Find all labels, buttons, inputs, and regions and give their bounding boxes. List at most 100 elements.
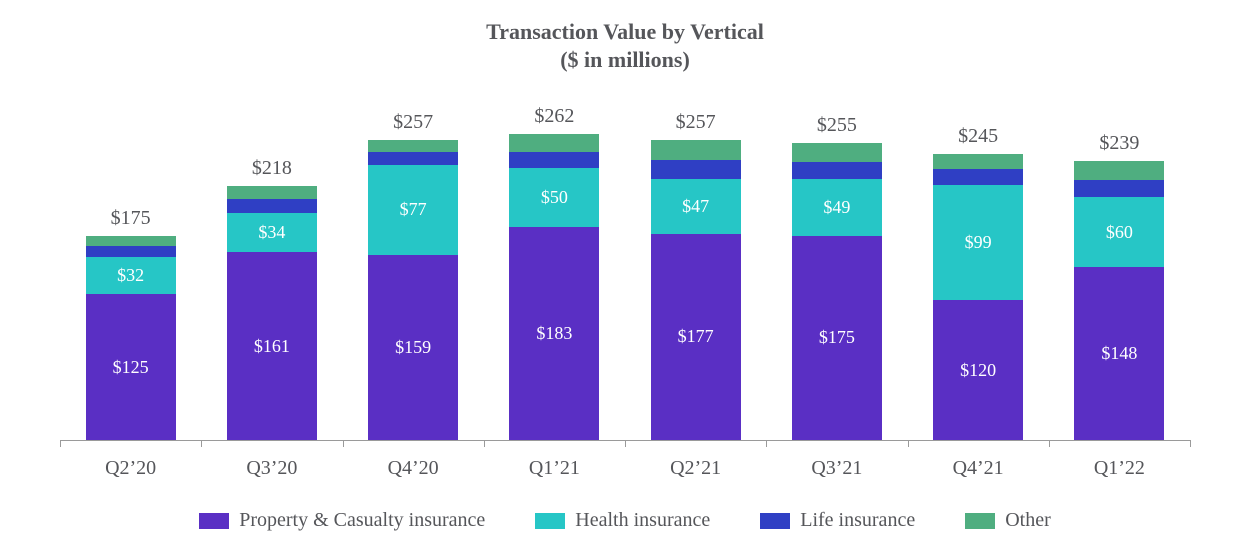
stacked-bar: $120 $99 (933, 154, 1023, 440)
x-axis-tick (1049, 440, 1050, 447)
x-axis-labels: Q2’20Q3’20Q4’20Q1’21Q2’21Q3’21Q4’21Q1’22 (60, 457, 1190, 480)
x-axis-label: Q3’21 (766, 457, 907, 480)
x-axis-tick (766, 440, 767, 447)
bar-slot: $218 $161 $34 (201, 90, 342, 440)
legend-label: Other (1005, 509, 1051, 532)
bar-segment-other (1074, 161, 1164, 180)
bar-total-label: $239 (1099, 132, 1139, 155)
bar-segment-value: $175 (819, 327, 855, 348)
bar-segment-health: $49 (792, 179, 882, 236)
legend-item-pc: Property & Casualty insurance (199, 509, 485, 532)
bar-total-label: $245 (958, 125, 998, 148)
bar-segment-pc: $161 (227, 252, 317, 440)
bar-slot: $257 $159 $77 (343, 90, 484, 440)
bar-segment-value: $99 (965, 232, 992, 253)
chart-titles: Transaction Value by Vertical ($ in mill… (0, 0, 1250, 73)
bar-segment-pc: $125 (86, 294, 176, 440)
legend-label: Health insurance (575, 509, 710, 532)
bar-segment-life (792, 162, 882, 178)
bar-segment-other (933, 154, 1023, 169)
bar-segment-health: $34 (227, 213, 317, 253)
bar-slot: $255 $175 $49 (766, 90, 907, 440)
stacked-bar: $148 $60 (1074, 161, 1164, 440)
stacked-bar: $125 $32 (86, 236, 176, 440)
bar-segment-value: $120 (960, 360, 996, 381)
bar-segment-value: $148 (1101, 343, 1137, 364)
legend-item-health: Health insurance (535, 509, 710, 532)
bar-segment-other (86, 236, 176, 247)
x-axis-label: Q2’20 (60, 457, 201, 480)
bar-segment-life (227, 199, 317, 213)
bar-segment-health: $47 (651, 179, 741, 234)
x-axis-label: Q4’20 (343, 457, 484, 480)
x-axis-label: Q3’20 (201, 457, 342, 480)
bar-total-label: $262 (534, 105, 574, 128)
legend-swatch (199, 513, 229, 529)
bar-segment-life (1074, 180, 1164, 198)
bar-segment-pc: $175 (792, 236, 882, 440)
bar-segment-health: $60 (1074, 197, 1164, 267)
bar-segment-pc: $177 (651, 234, 741, 441)
bar-segment-value: $47 (682, 196, 709, 217)
stacked-bar: $177 $47 (651, 140, 741, 440)
bar-segment-life (509, 152, 599, 168)
bar-slot: $262 $183 $50 (484, 90, 625, 440)
bar-segment-health: $77 (368, 165, 458, 255)
bars-row: $175 $125 $32 $218 $161 $34 $257 $159 $77 $262 $18… (60, 90, 1190, 440)
x-axis-label: Q4’21 (908, 457, 1049, 480)
bar-segment-other (792, 143, 882, 163)
bar-segment-value: $60 (1106, 222, 1133, 243)
x-axis-tick (60, 440, 61, 447)
stacked-bar: $161 $34 (227, 186, 317, 440)
bar-segment-value: $125 (113, 357, 149, 378)
legend-label: Property & Casualty insurance (239, 509, 485, 532)
bar-segment-health: $50 (509, 168, 599, 226)
bar-segment-other (227, 186, 317, 199)
legend-item-other: Other (965, 509, 1051, 532)
x-axis-tick (343, 440, 344, 447)
bar-segment-pc: $148 (1074, 267, 1164, 440)
bar-segment-value: $49 (823, 197, 850, 218)
bar-segment-value: $161 (254, 336, 290, 357)
chart-subtitle: ($ in millions) (0, 46, 1250, 74)
x-axis-tick (201, 440, 202, 447)
bar-segment-other (651, 140, 741, 160)
bar-total-label: $218 (252, 157, 292, 180)
x-axis-label: Q1’22 (1049, 457, 1190, 480)
legend-label: Life insurance (800, 509, 915, 532)
x-axis-label: Q1’21 (484, 457, 625, 480)
bar-segment-pc: $159 (368, 255, 458, 441)
bar-segment-other (509, 134, 599, 152)
bar-segment-health: $99 (933, 185, 1023, 301)
bar-segment-life (368, 152, 458, 165)
legend-swatch (965, 513, 995, 529)
chart-container: Transaction Value by Vertical ($ in mill… (0, 0, 1250, 550)
bar-segment-value: $50 (541, 187, 568, 208)
stacked-bar: $175 $49 (792, 143, 882, 440)
x-axis-tick (1190, 440, 1191, 447)
bar-slot: $257$177$47 (625, 90, 766, 440)
bar-segment-pc: $120 (933, 300, 1023, 440)
bar-segment-life (933, 169, 1023, 184)
chart-title: Transaction Value by Vertical (0, 18, 1250, 46)
legend-swatch (760, 513, 790, 529)
bar-segment-value: $77 (400, 199, 427, 220)
x-axis-label: Q2’21 (625, 457, 766, 480)
legend: Property & Casualty insurance Health insu… (0, 509, 1250, 532)
bar-total-label: $257 (393, 111, 433, 134)
x-axis-tick (625, 440, 626, 447)
stacked-bar: $183 $50 (509, 134, 599, 440)
bar-slot: $239 $148 $60 (1049, 90, 1190, 440)
bar-total-label: $175 (111, 207, 151, 230)
stacked-bar: $159 $77 (368, 140, 458, 440)
bar-segment-other (368, 140, 458, 152)
bar-segment-value: $183 (536, 323, 572, 344)
bar-segment-health: $32 (86, 257, 176, 294)
bar-segment-value: $177 (678, 326, 714, 347)
bar-segment-pc: $183 (509, 227, 599, 441)
bar-slot: $175 $125 $32 (60, 90, 201, 440)
bar-segment-value: $34 (258, 222, 285, 243)
bar-total-label: $255 (817, 114, 857, 137)
x-axis-tick (484, 440, 485, 447)
plot-area: $175 $125 $32 $218 $161 $34 $257 $159 $77 $262 $18… (60, 90, 1190, 440)
